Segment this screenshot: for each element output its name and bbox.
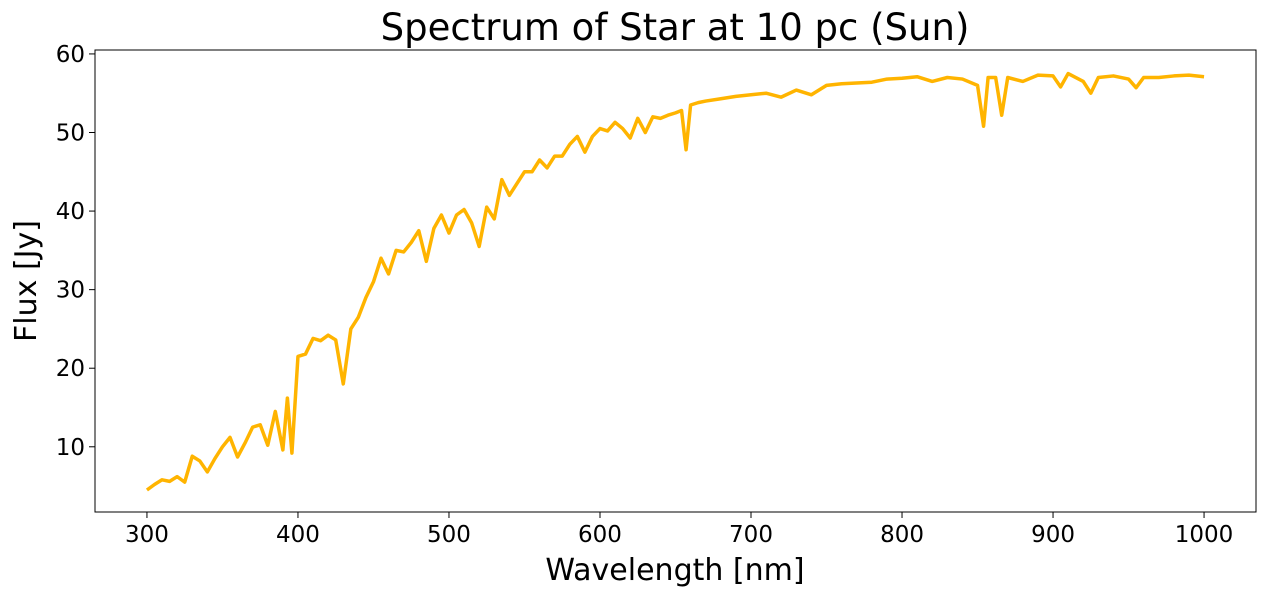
y-tick-label: 10 <box>56 435 85 461</box>
y-tick-label: 60 <box>56 42 85 68</box>
y-tick-label: 50 <box>56 121 85 147</box>
y-tick-label: 20 <box>56 356 85 382</box>
chart-title: Spectrum of Star at 10 pc (Sun) <box>381 6 970 49</box>
x-tick-label: 600 <box>578 522 622 548</box>
x-tick-label: 900 <box>1031 522 1075 548</box>
plot-frame <box>94 49 1257 513</box>
y-tick-label: 40 <box>56 199 85 225</box>
x-tick-label: 400 <box>276 522 320 548</box>
y-axis-label: Flux [Jy] <box>9 220 44 342</box>
x-tick-label: 700 <box>729 522 773 548</box>
x-tick-label: 800 <box>880 522 924 548</box>
x-tick-label: 500 <box>427 522 471 548</box>
y-tick-label: 30 <box>56 278 85 304</box>
x-axis-label: Wavelength [nm] <box>545 553 804 588</box>
x-tick-label: 1000 <box>1175 522 1234 548</box>
line-series <box>145 71 1205 492</box>
x-tick-label: 300 <box>125 522 169 548</box>
